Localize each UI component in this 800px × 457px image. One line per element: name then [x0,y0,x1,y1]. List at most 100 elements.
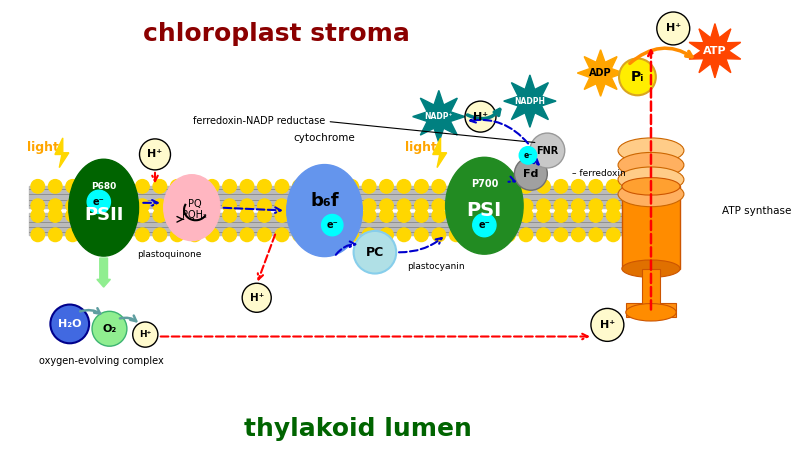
Text: PSI: PSI [466,201,502,220]
Circle shape [83,180,97,193]
Circle shape [642,228,655,242]
Circle shape [223,228,236,242]
Circle shape [188,199,202,213]
Circle shape [554,180,568,193]
Circle shape [658,228,672,242]
Circle shape [432,180,446,193]
Text: H⁺: H⁺ [473,112,488,122]
Circle shape [554,209,568,222]
Circle shape [327,228,341,242]
FancyBboxPatch shape [622,186,680,269]
Circle shape [101,228,114,242]
Circle shape [619,58,656,96]
Circle shape [327,209,341,222]
Circle shape [83,228,97,242]
Text: Pᵢ: Pᵢ [630,70,644,84]
Text: light: light [405,140,437,154]
Circle shape [642,209,655,222]
Text: ATP: ATP [703,46,726,56]
Circle shape [432,228,446,242]
Text: plastoquinone: plastoquinone [138,250,202,259]
Circle shape [606,209,620,222]
Text: FNR: FNR [536,145,558,155]
Circle shape [293,180,306,193]
Circle shape [293,228,306,242]
Ellipse shape [622,260,680,277]
Circle shape [414,180,428,193]
Circle shape [484,180,498,193]
Circle shape [136,209,149,222]
Circle shape [362,199,376,213]
Circle shape [414,228,428,242]
Circle shape [66,228,79,242]
Text: e⁻: e⁻ [523,151,533,160]
Circle shape [310,228,323,242]
Circle shape [66,209,79,222]
Ellipse shape [446,157,523,254]
Circle shape [589,209,602,222]
Circle shape [275,209,289,222]
Circle shape [658,180,672,193]
Text: PQ: PQ [188,199,202,209]
Circle shape [118,199,132,213]
Circle shape [624,209,638,222]
Text: H⁺: H⁺ [147,149,162,159]
Circle shape [519,199,533,213]
Text: PSII: PSII [84,207,123,224]
Circle shape [275,228,289,242]
Circle shape [136,180,149,193]
Circle shape [519,147,537,164]
Circle shape [554,228,568,242]
Text: Fd: Fd [523,169,538,179]
Text: e⁻: e⁻ [326,220,338,230]
Circle shape [136,199,149,213]
Circle shape [83,199,97,213]
Circle shape [514,157,547,190]
Circle shape [606,199,620,213]
Circle shape [240,209,254,222]
Circle shape [432,209,446,222]
Circle shape [310,199,323,213]
Circle shape [397,209,410,222]
Circle shape [397,180,410,193]
Circle shape [153,228,166,242]
Circle shape [293,209,306,222]
Circle shape [484,199,498,213]
Circle shape [397,199,410,213]
Circle shape [49,209,62,222]
Text: P700: P700 [470,180,498,189]
Circle shape [554,199,568,213]
Circle shape [240,199,254,213]
Circle shape [414,199,428,213]
Text: cytochrome: cytochrome [294,133,355,143]
Circle shape [275,180,289,193]
Circle shape [258,180,271,193]
Ellipse shape [164,175,220,240]
Circle shape [450,228,463,242]
Circle shape [153,199,166,213]
Circle shape [642,199,655,213]
Text: plastocyanin: plastocyanin [407,262,465,271]
Ellipse shape [622,178,680,195]
Circle shape [31,199,45,213]
Circle shape [31,209,45,222]
Circle shape [624,228,638,242]
Circle shape [589,199,602,213]
Circle shape [206,209,219,222]
Circle shape [170,209,184,222]
FancyArrow shape [97,258,110,287]
Circle shape [537,209,550,222]
Text: NADPH: NADPH [514,96,546,106]
Circle shape [380,180,394,193]
Text: H⁺: H⁺ [600,320,615,330]
Text: ATP synthase: ATP synthase [722,206,791,216]
Circle shape [258,228,271,242]
Text: PQH₂: PQH₂ [182,210,207,220]
Circle shape [380,209,394,222]
Circle shape [345,228,358,242]
Circle shape [537,228,550,242]
Circle shape [502,228,515,242]
Circle shape [657,12,690,45]
Circle shape [83,209,97,222]
Polygon shape [689,24,741,78]
